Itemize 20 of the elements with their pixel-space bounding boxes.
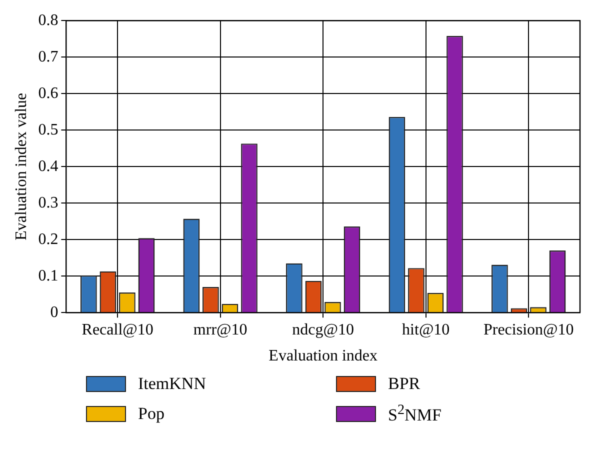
y-tick-label: 0.5 (38, 121, 58, 138)
y-tick-label: 0.2 (38, 230, 58, 248)
x-tick-label: Recall@10 (82, 321, 154, 338)
y-tick-label: 0.3 (38, 194, 58, 212)
y-tick-label: 0.1 (38, 267, 58, 284)
x-tick-label: hit@10 (402, 321, 450, 338)
x-tick-label: mrr@10 (193, 321, 248, 338)
y-tick-label: 0.8 (38, 12, 58, 29)
y-tick-label: 0.7 (38, 48, 58, 66)
y-tick-label: 0 (50, 304, 58, 321)
legend-label: ItemKNN (138, 374, 206, 394)
y-tick-label: 0.4 (38, 158, 58, 175)
x-tick-label: ndcg@10 (292, 321, 354, 338)
legend-label: Pop (138, 404, 164, 424)
y-axis-title: Evaluation index value (12, 92, 30, 240)
y-tick-label: 0.6 (38, 84, 58, 102)
legend-label: BPR (388, 374, 420, 394)
x-tick-label: Precision@10 (483, 321, 574, 338)
x-axis-title: Evaluation index (268, 348, 378, 365)
legend-label: S$^{2}$NMF (388, 402, 442, 426)
